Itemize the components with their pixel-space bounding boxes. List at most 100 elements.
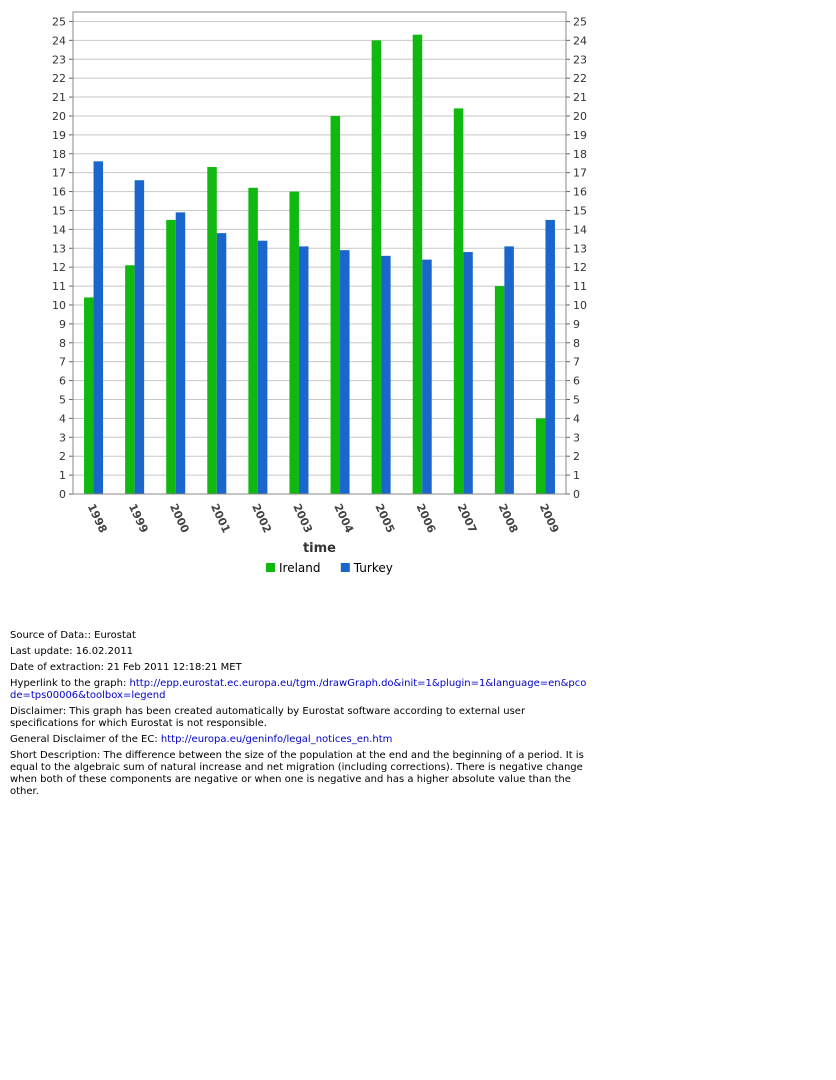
y-tick-label-left: 11 — [52, 280, 66, 293]
x-tick-label: 2003 — [290, 502, 315, 535]
legend-swatch-turkey — [340, 563, 350, 572]
y-tick-label-right: 10 — [573, 299, 587, 312]
last-update-text: Last update: 16.02.2011 — [10, 646, 134, 657]
y-tick-label-right: 4 — [573, 412, 580, 425]
y-tick-label-left: 9 — [59, 318, 66, 331]
legend-label-ireland: Ireland — [279, 561, 321, 575]
x-tick-label: 1998 — [85, 502, 110, 535]
y-tick-label-left: 23 — [52, 53, 66, 66]
y-tick-label-right: 5 — [573, 393, 580, 406]
source-text: Source of Data:: Eurostat — [10, 630, 136, 641]
bar-turkey — [134, 180, 145, 494]
y-tick-label-right: 24 — [573, 34, 587, 47]
y-tick-label-left: 1 — [59, 469, 66, 482]
bar-turkey — [422, 259, 432, 494]
bar-turkey — [381, 255, 391, 494]
bar-ireland — [535, 418, 546, 494]
y-tick-label-left: 8 — [59, 337, 66, 350]
y-tick-label-left: 14 — [52, 223, 66, 236]
x-tick-label: 1999 — [126, 502, 151, 535]
y-tick-label-right: 22 — [573, 72, 587, 85]
y-tick-label-right: 6 — [573, 375, 580, 388]
bar-turkey — [257, 240, 268, 494]
x-tick-label: 2004 — [331, 502, 356, 536]
general-disclaimer-link[interactable]: http://europa.eu/geninfo/legal_notices_e… — [160, 734, 393, 745]
y-tick-label-right: 2 — [573, 450, 580, 463]
bar-turkey — [175, 212, 186, 494]
y-tick-label-right: 23 — [573, 53, 587, 66]
y-tick-label-left: 3 — [59, 431, 66, 444]
y-tick-label-left: 25 — [52, 15, 66, 28]
x-tick-label: 2008 — [496, 502, 521, 535]
plot-border — [72, 11, 567, 495]
bar-ireland — [371, 40, 382, 495]
y-tick-label-left: 5 — [59, 393, 66, 406]
y-tick-label-right: 17 — [573, 167, 587, 180]
bar-ireland — [84, 297, 94, 494]
y-tick-label-right: 1 — [573, 469, 580, 482]
x-tick-label: 2007 — [455, 502, 480, 535]
x-tick-label: 2000 — [167, 502, 192, 536]
y-tick-label-right: 9 — [573, 318, 580, 331]
y-tick-label-right: 16 — [573, 186, 587, 199]
bar-ireland — [494, 286, 505, 494]
y-tick-label-left: 17 — [52, 167, 66, 180]
bar-ireland — [412, 34, 423, 495]
bar-turkey — [93, 161, 104, 494]
bar-ireland — [248, 187, 258, 494]
bar-ireland — [207, 166, 217, 494]
y-tick-label-right: 8 — [573, 337, 580, 350]
y-tick-label-right: 12 — [573, 261, 587, 274]
graph-hyperlink[interactable]: http://epp.eurostat.ec.europa.eu/tgm./dr… — [10, 678, 587, 701]
bar-ireland — [125, 265, 135, 494]
y-tick-label-right: 13 — [573, 242, 587, 255]
x-tick-label: 2006 — [413, 502, 438, 536]
y-tick-label-right: 20 — [573, 110, 587, 123]
bar-turkey — [463, 252, 473, 494]
hyperlink-label: Hyperlink to the graph: — [10, 678, 130, 689]
y-tick-label-left: 19 — [52, 129, 66, 142]
y-tick-label-left: 2 — [59, 450, 66, 463]
y-tick-label-right: 0 — [573, 488, 580, 501]
x-tick-label: 2001 — [208, 502, 233, 535]
y-tick-label-left: 10 — [52, 299, 66, 312]
hyperlink-row: Hyperlink to the graph: http://epp.euros… — [10, 678, 590, 702]
y-tick-label-right: 3 — [573, 431, 580, 444]
bar-turkey — [298, 246, 309, 494]
legend-label-turkey: Turkey — [353, 561, 393, 575]
general-disclaimer-row: General Disclaimer of the EC: http://eur… — [10, 734, 590, 746]
bar-ireland — [330, 115, 341, 494]
footer-info: Source of Data:: Eurostat Last update: 1… — [10, 630, 590, 802]
x-axis-label: time — [303, 541, 336, 556]
short-description-text: Short Description: The difference betwee… — [10, 750, 584, 797]
bar-ireland — [453, 108, 464, 495]
bar-turkey — [340, 250, 350, 494]
y-tick-label-left: 16 — [52, 186, 66, 199]
legend-swatch-ireland — [266, 563, 275, 572]
bar-ireland — [289, 191, 299, 494]
bar-ireland — [166, 219, 176, 494]
y-tick-label-left: 7 — [59, 356, 66, 369]
bar-turkey — [545, 219, 555, 494]
bar-turkey — [504, 246, 514, 494]
y-tick-label-right: 21 — [573, 91, 587, 104]
chart-container: 0 0 1 1 2 2 3 3 4 4 5 5 6 6 7 7 8 8 9 9 10 10 11 11 12 12 13 13 14 14… — [0, 0, 600, 600]
y-tick-label-left: 18 — [52, 148, 66, 161]
y-tick-label-left: 21 — [52, 91, 66, 104]
general-disclaimer-label: General Disclaimer of the EC: — [10, 734, 161, 745]
y-tick-label-left: 4 — [59, 412, 66, 425]
y-tick-label-left: 24 — [52, 34, 66, 47]
y-tick-label-left: 0 — [59, 488, 66, 501]
y-tick-label-right: 7 — [573, 356, 580, 369]
y-tick-label-right: 11 — [573, 280, 587, 293]
y-tick-label-right: 14 — [573, 223, 587, 236]
y-tick-label-left: 15 — [52, 204, 66, 217]
y-tick-label-right: 25 — [573, 15, 587, 28]
disclaimer-text: Disclaimer: This graph has been created … — [10, 706, 526, 729]
y-tick-label-right: 19 — [573, 129, 587, 142]
x-tick-label: 2005 — [372, 502, 397, 535]
y-tick-label-left: 20 — [52, 110, 66, 123]
x-tick-label: 2002 — [249, 502, 274, 535]
y-tick-label-left: 13 — [52, 242, 66, 255]
